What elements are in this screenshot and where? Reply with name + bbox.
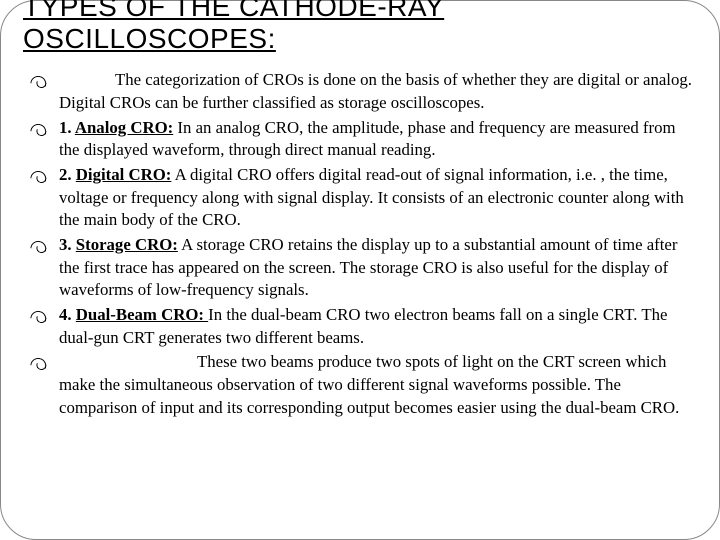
list-item: 2. Digital CRO: A digital CRO offers dig… bbox=[23, 164, 697, 232]
slide-title: TYPES OF THE CATHODE-RAY OSCILLOSCOPES: bbox=[23, 0, 697, 55]
item-body: These two beams produce two spots of lig… bbox=[59, 352, 679, 416]
item-number: 2. bbox=[59, 165, 76, 184]
list-item: 4. Dual-Beam CRO: In the dual-beam CRO t… bbox=[23, 304, 697, 349]
item-heading: Analog CRO: bbox=[75, 118, 173, 137]
list-item: 3. Storage CRO: A storage CRO retains th… bbox=[23, 234, 697, 302]
item-heading: Digital CRO: bbox=[76, 165, 172, 184]
item-body: The categorization of CROs is done on th… bbox=[59, 70, 692, 112]
list-item: The categorization of CROs is done on th… bbox=[23, 69, 697, 114]
item-number: 3. bbox=[59, 235, 76, 254]
item-heading: Storage CRO: bbox=[76, 235, 178, 254]
list-item: 1. Analog CRO: In an analog CRO, the amp… bbox=[23, 117, 697, 162]
item-number: 4. bbox=[59, 305, 76, 324]
content-list: The categorization of CROs is done on th… bbox=[23, 69, 697, 419]
item-heading: Dual-Beam CRO: bbox=[76, 305, 208, 324]
item-number: 1. bbox=[59, 118, 75, 137]
slide-frame: TYPES OF THE CATHODE-RAY OSCILLOSCOPES: … bbox=[0, 0, 720, 540]
list-item: These two beams produce two spots of lig… bbox=[23, 351, 697, 419]
